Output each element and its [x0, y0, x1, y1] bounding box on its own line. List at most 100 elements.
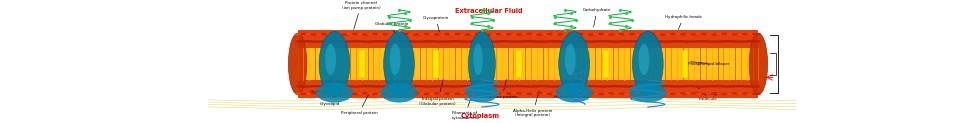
Circle shape [567, 34, 575, 35]
Circle shape [722, 33, 730, 34]
Circle shape [440, 86, 446, 87]
Circle shape [670, 34, 678, 35]
Circle shape [578, 93, 586, 94]
Circle shape [348, 86, 354, 87]
Circle shape [434, 34, 442, 35]
Circle shape [707, 93, 714, 94]
Circle shape [481, 86, 488, 87]
Circle shape [588, 93, 596, 94]
Circle shape [712, 86, 719, 87]
Circle shape [460, 34, 468, 35]
Circle shape [584, 41, 590, 42]
Circle shape [327, 41, 334, 42]
Text: Phospholipid
molecule: Phospholipid molecule [695, 86, 722, 101]
Circle shape [737, 86, 744, 87]
Circle shape [491, 34, 498, 35]
Circle shape [481, 93, 489, 94]
Circle shape [542, 93, 550, 94]
Circle shape [533, 41, 540, 42]
Ellipse shape [319, 32, 349, 96]
Circle shape [363, 34, 371, 35]
Circle shape [676, 33, 684, 34]
Circle shape [584, 34, 591, 35]
Ellipse shape [559, 32, 589, 96]
Circle shape [348, 41, 354, 42]
Circle shape [430, 41, 437, 42]
Circle shape [685, 93, 693, 94]
Circle shape [491, 93, 498, 94]
Circle shape [707, 86, 713, 87]
Bar [433, 50, 439, 78]
Circle shape [516, 41, 523, 42]
Text: Cholesterol: Cholesterol [310, 77, 333, 94]
Polygon shape [298, 80, 758, 98]
Circle shape [727, 93, 734, 94]
Circle shape [378, 41, 385, 42]
Circle shape [604, 93, 612, 94]
Circle shape [665, 93, 673, 94]
Circle shape [563, 34, 570, 35]
Circle shape [373, 41, 380, 42]
Circle shape [651, 41, 658, 42]
Circle shape [614, 41, 621, 42]
Circle shape [558, 34, 565, 35]
Ellipse shape [564, 44, 576, 75]
Circle shape [415, 41, 421, 42]
Circle shape [660, 41, 667, 42]
Circle shape [440, 41, 446, 42]
Circle shape [507, 86, 514, 87]
Circle shape [496, 86, 503, 87]
Circle shape [691, 86, 698, 87]
Circle shape [573, 86, 580, 87]
Ellipse shape [325, 44, 336, 75]
Circle shape [470, 93, 478, 94]
Circle shape [398, 93, 406, 94]
Circle shape [476, 86, 483, 87]
Circle shape [742, 34, 750, 35]
Text: Peripheral protein: Peripheral protein [341, 93, 377, 115]
Text: Surface protein: Surface protein [487, 79, 517, 99]
Circle shape [737, 93, 745, 94]
Circle shape [732, 41, 739, 42]
Circle shape [655, 34, 662, 35]
Circle shape [630, 34, 637, 35]
Circle shape [486, 34, 493, 35]
Circle shape [614, 34, 622, 35]
Ellipse shape [390, 44, 400, 75]
Circle shape [722, 93, 730, 94]
Circle shape [461, 86, 468, 87]
Circle shape [466, 86, 472, 87]
Circle shape [332, 41, 339, 42]
Circle shape [368, 34, 375, 35]
Bar [604, 50, 610, 78]
Circle shape [296, 93, 303, 94]
Circle shape [573, 93, 581, 94]
Circle shape [609, 93, 616, 94]
Circle shape [378, 93, 386, 94]
Circle shape [440, 93, 447, 94]
Circle shape [512, 34, 519, 35]
Text: Phospholipid bilayer: Phospholipid bilayer [687, 62, 730, 66]
Circle shape [343, 86, 349, 87]
Circle shape [316, 34, 324, 35]
Circle shape [337, 41, 344, 42]
Circle shape [599, 86, 606, 87]
Text: Hydrophilic heads: Hydrophilic heads [665, 15, 702, 30]
Circle shape [732, 34, 740, 35]
Circle shape [507, 41, 514, 42]
Circle shape [383, 86, 390, 87]
Circle shape [512, 41, 518, 42]
Circle shape [311, 93, 319, 94]
Circle shape [383, 41, 390, 42]
Circle shape [444, 34, 452, 35]
Circle shape [326, 93, 334, 94]
Circle shape [455, 86, 462, 87]
Circle shape [635, 34, 642, 35]
Circle shape [306, 34, 314, 35]
Circle shape [614, 86, 621, 87]
Circle shape [331, 93, 339, 94]
Circle shape [455, 41, 462, 42]
Circle shape [660, 93, 668, 94]
Circle shape [409, 93, 417, 94]
Circle shape [424, 86, 431, 87]
